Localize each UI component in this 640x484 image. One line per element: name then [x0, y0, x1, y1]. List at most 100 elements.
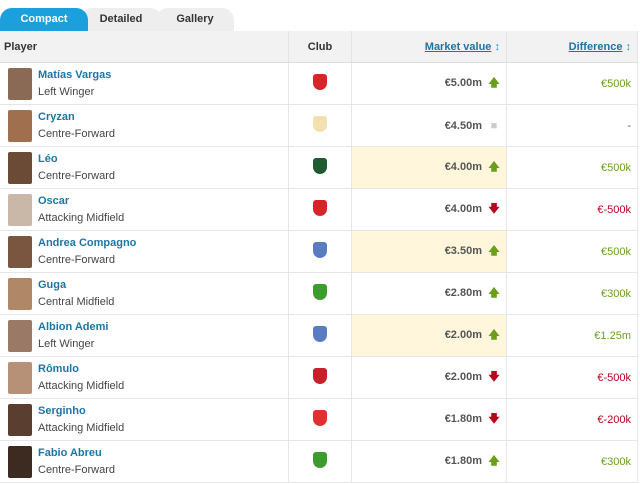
- player-cell: Andrea Compagno Centre-Forward: [0, 230, 289, 273]
- player-avatar[interactable]: [8, 109, 32, 142]
- market-value: €4.50m: [444, 119, 482, 132]
- player-name-link[interactable]: Matías Vargas: [38, 69, 112, 81]
- club-crest-icon[interactable]: [313, 452, 327, 468]
- player-name-link[interactable]: Rômulo: [38, 363, 79, 375]
- col-club: Club: [288, 31, 352, 63]
- club-crest-icon[interactable]: [313, 116, 327, 132]
- club-cell: [288, 356, 352, 399]
- player-position: Left Winger: [38, 338, 95, 350]
- sort-difference-link[interactable]: Difference: [568, 40, 623, 53]
- trend-up-icon: 🡅: [488, 161, 500, 173]
- difference-cell: €-200k: [506, 398, 638, 441]
- player-avatar[interactable]: [8, 235, 32, 268]
- difference-cell: €500k: [506, 230, 638, 273]
- table-row: Andrea Compagno Centre-Forward €3.50m 🡅 €…: [0, 230, 638, 273]
- player-name-link[interactable]: Andrea Compagno: [38, 237, 137, 249]
- player-avatar[interactable]: [8, 319, 32, 352]
- player-position: Centre-Forward: [38, 128, 116, 140]
- player-position: Attacking Midfield: [38, 422, 125, 434]
- trend-up-icon: 🡅: [488, 455, 500, 467]
- trend-down-icon: 🡇: [488, 371, 500, 383]
- market-value-cell: €2.00m 🡅: [351, 314, 507, 357]
- difference-cell: €500k: [506, 146, 638, 189]
- club-cell: [288, 146, 352, 189]
- difference-cell: €300k: [506, 440, 638, 483]
- player-avatar[interactable]: [8, 151, 32, 184]
- player-name-link[interactable]: Albion Ademi: [38, 321, 109, 333]
- trend-up-icon: 🡅: [488, 245, 500, 257]
- market-value: €2.00m: [444, 329, 482, 341]
- trend-up-icon: 🡅: [488, 77, 500, 89]
- player-name-link[interactable]: Cryzan: [38, 111, 75, 123]
- club-cell: [288, 398, 352, 441]
- players-table: Player Club Market value ↕ Difference ↕ …: [0, 31, 638, 483]
- player-cell: Cryzan Centre-Forward: [0, 104, 289, 147]
- player-name-link[interactable]: Guga: [38, 279, 67, 291]
- tab-detailed[interactable]: Detailed: [80, 8, 162, 31]
- table-row: Matías Vargas Left Winger €5.00m 🡅 €500k: [0, 62, 638, 105]
- tab-compact[interactable]: Compact: [0, 8, 88, 31]
- market-value-cell: €2.80m 🡅: [351, 272, 507, 315]
- player-name-link[interactable]: Fabio Abreu: [38, 447, 102, 459]
- player-avatar[interactable]: [8, 445, 32, 478]
- market-value-cell: €3.50m 🡅: [351, 230, 507, 273]
- market-value: €3.50m: [444, 245, 482, 257]
- player-avatar[interactable]: [8, 277, 32, 310]
- trend-neutral-icon: ■: [490, 119, 498, 132]
- player-avatar[interactable]: [8, 67, 32, 100]
- player-position: Centre-Forward: [38, 254, 116, 266]
- player-position: Centre-Forward: [38, 464, 116, 476]
- table-row: Rômulo Attacking Midfield €2.00m 🡇 €-500k: [0, 356, 638, 399]
- player-name-link[interactable]: Serginho: [38, 405, 86, 417]
- club-cell: [288, 188, 352, 231]
- sort-market-value-link[interactable]: Market value: [424, 40, 492, 53]
- club-crest-icon[interactable]: [313, 158, 327, 174]
- sort-icon[interactable]: ↕: [494, 40, 501, 53]
- col-difference[interactable]: Difference ↕: [506, 31, 638, 63]
- tab-gallery[interactable]: Gallery: [156, 8, 234, 31]
- club-crest-icon[interactable]: [313, 284, 327, 300]
- market-value-cell: €2.00m 🡇: [351, 356, 507, 399]
- club-crest-icon[interactable]: [313, 242, 327, 258]
- table-row: Oscar Attacking Midfield €4.00m 🡇 €-500k: [0, 188, 638, 231]
- difference-cell: €-500k: [506, 188, 638, 231]
- club-cell: [288, 62, 352, 105]
- market-value-cell: €4.00m 🡇: [351, 188, 507, 231]
- view-tabs: Compact Detailed Gallery: [0, 6, 640, 32]
- player-cell: Léo Centre-Forward: [0, 146, 289, 189]
- trend-down-icon: 🡇: [488, 413, 500, 425]
- club-crest-icon[interactable]: [313, 410, 327, 426]
- market-value-cell: €4.00m 🡅: [351, 146, 507, 189]
- table-row: Fabio Abreu Centre-Forward €1.80m 🡅 €300k: [0, 440, 638, 483]
- club-crest-icon[interactable]: [313, 74, 327, 90]
- market-value: €2.80m: [444, 287, 482, 299]
- club-cell: [288, 272, 352, 315]
- market-value-cell: €5.00m 🡅: [351, 62, 507, 105]
- club-crest-icon[interactable]: [313, 326, 327, 342]
- table-row: Léo Centre-Forward €4.00m 🡅 €500k: [0, 146, 638, 189]
- market-value-cell: €1.80m 🡇: [351, 398, 507, 441]
- col-market-value[interactable]: Market value ↕: [351, 31, 507, 63]
- sort-icon[interactable]: ↕: [625, 40, 632, 53]
- difference-cell: €500k: [506, 62, 638, 105]
- market-value-cell: €4.50m ■: [351, 104, 507, 147]
- market-value-cell: €1.80m 🡅: [351, 440, 507, 483]
- market-value: €4.00m: [444, 161, 482, 173]
- difference-cell: -: [506, 104, 638, 147]
- player-name-link[interactable]: Oscar: [38, 195, 70, 207]
- player-name-link[interactable]: Léo: [38, 153, 58, 165]
- club-crest-icon[interactable]: [313, 200, 327, 216]
- player-avatar[interactable]: [8, 193, 32, 226]
- club-cell: [288, 314, 352, 357]
- club-crest-icon[interactable]: [313, 368, 327, 384]
- player-cell: Matías Vargas Left Winger: [0, 62, 289, 105]
- player-avatar[interactable]: [8, 361, 32, 394]
- trend-up-icon: 🡅: [488, 287, 500, 299]
- market-value: €1.80m: [444, 455, 482, 467]
- player-position: Attacking Midfield: [38, 212, 125, 224]
- difference-cell: €-500k: [506, 356, 638, 399]
- player-cell: Oscar Attacking Midfield: [0, 188, 289, 231]
- player-avatar[interactable]: [8, 403, 32, 436]
- club-cell: [288, 440, 352, 483]
- trend-up-icon: 🡅: [488, 329, 500, 341]
